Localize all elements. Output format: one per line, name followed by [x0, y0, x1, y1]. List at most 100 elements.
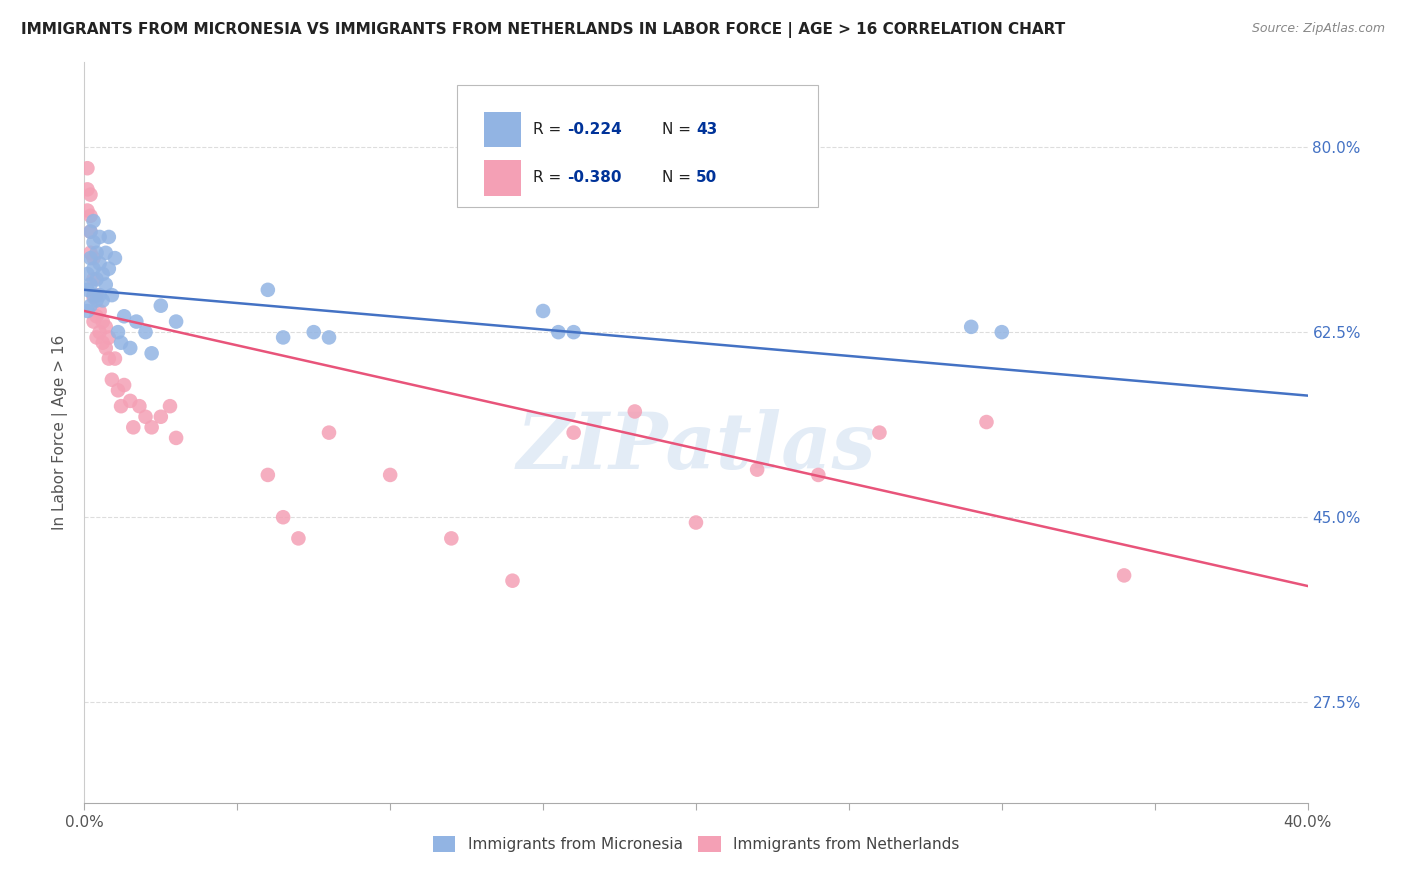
Point [141, 420, 163, 434]
Point [79, 209, 101, 223]
Point [502, 574, 524, 588]
Point [83, 314, 105, 328]
Text: R =: R = [533, 122, 567, 137]
FancyBboxPatch shape [484, 161, 522, 195]
Text: ZIPatlas: ZIPatlas [516, 409, 876, 485]
Point [79, 225, 101, 239]
Point [79, 299, 101, 313]
Point [79, 187, 101, 202]
Point [104, 351, 127, 366]
Point [141, 346, 163, 360]
Point [91, 293, 114, 308]
Point [97, 351, 120, 366]
Text: IMMIGRANTS FROM MICRONESIA VS IMMIGRANTS FROM NETHERLANDS IN LABOR FORCE | AGE >: IMMIGRANTS FROM MICRONESIA VS IMMIGRANTS… [21, 22, 1066, 38]
Point [76, 267, 98, 281]
Legend: Immigrants from Micronesia, Immigrants from Netherlands: Immigrants from Micronesia, Immigrants f… [426, 830, 966, 858]
Point [257, 283, 280, 297]
Point [869, 425, 891, 440]
Y-axis label: In Labor Force | Age > 16: In Labor Force | Age > 16 [52, 335, 69, 530]
Text: 50: 50 [696, 170, 717, 186]
Text: N =: N = [662, 122, 696, 137]
Point [79, 245, 101, 260]
Point [747, 462, 769, 476]
Point [89, 230, 111, 244]
Point [86, 272, 108, 286]
Point [440, 532, 463, 546]
Point [302, 325, 325, 339]
Point [89, 304, 111, 318]
Point [110, 335, 132, 350]
Point [83, 235, 105, 250]
Point [107, 384, 129, 398]
Point [76, 203, 98, 218]
Text: Source: ZipAtlas.com: Source: ZipAtlas.com [1251, 22, 1385, 36]
Point [112, 310, 135, 324]
Point [318, 330, 340, 344]
Point [112, 378, 135, 392]
Point [79, 277, 101, 292]
Point [86, 310, 108, 324]
Point [79, 225, 101, 239]
Point [91, 267, 114, 281]
FancyBboxPatch shape [484, 112, 522, 147]
Point [94, 319, 117, 334]
Point [97, 261, 120, 276]
Text: N =: N = [662, 170, 696, 186]
Point [76, 283, 98, 297]
Point [86, 293, 108, 308]
FancyBboxPatch shape [457, 85, 818, 207]
Point [135, 409, 157, 424]
Point [149, 299, 172, 313]
Point [165, 431, 187, 445]
Point [83, 290, 105, 304]
Text: -0.224: -0.224 [568, 122, 623, 137]
Point [976, 415, 998, 429]
Point [624, 404, 647, 418]
Point [562, 425, 585, 440]
Point [101, 288, 124, 302]
Point [1114, 568, 1136, 582]
Point [89, 325, 111, 339]
Point [97, 330, 120, 344]
Point [685, 516, 707, 530]
Point [149, 409, 172, 424]
Point [94, 341, 117, 355]
Point [531, 304, 554, 318]
Text: 43: 43 [696, 122, 717, 137]
Point [271, 330, 294, 344]
Point [135, 325, 157, 339]
Point [271, 510, 294, 524]
Point [83, 261, 105, 276]
Point [79, 251, 101, 265]
Point [991, 325, 1014, 339]
Point [562, 325, 585, 339]
Point [89, 288, 111, 302]
Point [76, 304, 98, 318]
Point [128, 399, 150, 413]
Point [110, 399, 132, 413]
Point [807, 467, 830, 482]
Point [86, 288, 108, 302]
Point [104, 251, 127, 265]
Point [120, 341, 142, 355]
Point [318, 425, 340, 440]
Point [159, 399, 181, 413]
Point [94, 277, 117, 292]
Point [83, 288, 105, 302]
Point [76, 182, 98, 196]
Point [165, 314, 187, 328]
Point [89, 256, 111, 270]
Point [91, 314, 114, 328]
Point [86, 245, 108, 260]
Point [91, 335, 114, 350]
Point [122, 420, 145, 434]
Point [94, 245, 117, 260]
Point [76, 161, 98, 176]
Point [125, 314, 148, 328]
Point [120, 393, 142, 408]
Text: -0.380: -0.380 [568, 170, 621, 186]
Point [83, 272, 105, 286]
Point [257, 467, 280, 482]
Text: R =: R = [533, 170, 567, 186]
Point [97, 230, 120, 244]
